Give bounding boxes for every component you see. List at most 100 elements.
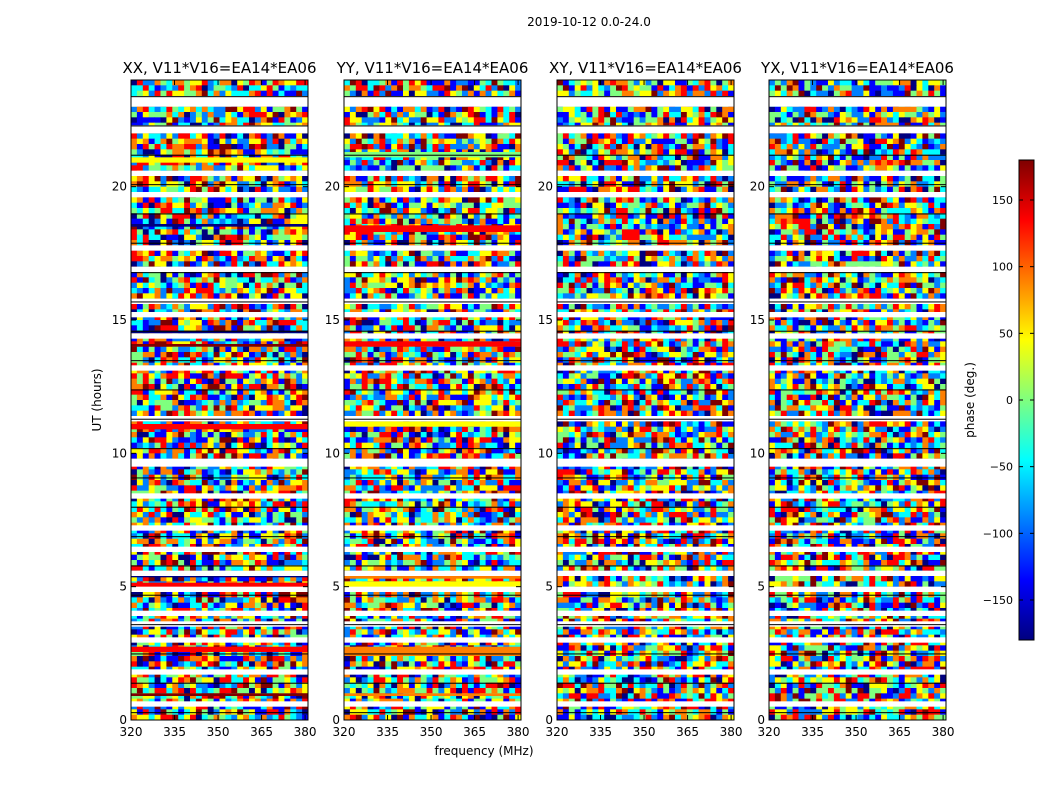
y-tick-label: 10 [538,446,553,460]
flagged-interval [557,192,734,198]
scan-gap-line [131,301,308,303]
flagged-interval [557,365,734,371]
y-tick-label: 15 [538,313,553,327]
scan-gap-line [769,213,946,215]
flagged-interval [344,586,521,592]
y-tick-label: 10 [325,446,340,460]
colorbar-tick-label: 150 [992,194,1013,207]
scan-gap-line [344,213,521,215]
flagged-interval [131,333,308,339]
y-tick-label: 20 [112,180,127,194]
flagged-interval [344,192,521,198]
flagged-interval [557,701,734,707]
y-tick-label: 10 [112,446,127,460]
scan-gap-line [769,360,946,362]
flagged-interval [131,266,308,272]
heatmap-panels: XX, V11*V16=EA14*EA06 320 335 350 365 380 0 5 10… [112,59,955,739]
y-tick-label: 15 [325,313,340,327]
panel-title: XX, V11*V16=EA14*EA06 [122,59,316,77]
panel-title: YX, V11*V16=EA14*EA06 [760,59,954,77]
flagged-interval [769,192,946,198]
scan-gap-line [557,389,734,391]
flagged-interval [131,192,308,198]
flagged-interval [344,96,521,107]
figure-suptitle: 2019-10-12 0.0-24.0 [527,15,651,29]
scan-gap-line [344,448,521,450]
flagged-interval [557,245,734,251]
scan-gap-line [344,418,521,420]
scan-gap-line [557,154,734,156]
scan-gap-line [131,477,308,479]
phase-band [131,224,308,227]
phase-band [131,582,308,588]
x-axis-label: frequency (MHz) [434,744,533,758]
colorbar-tick-label: 100 [992,261,1013,274]
flagged-interval [769,586,946,592]
flagged-interval [557,546,734,552]
scan-gap-line [769,418,946,420]
flagged-interval [131,298,308,304]
y-tick-label: 20 [750,180,765,194]
scan-gap-line [557,272,734,274]
colorbar-tick-label: −50 [990,461,1013,474]
phase-band [344,225,521,232]
flagged-interval [769,637,946,643]
scan-gap-line [344,301,521,303]
scan-gap-line [344,712,521,714]
flagged-interval [557,525,734,531]
panel-title: YY, V11*V16=EA14*EA06 [336,59,529,77]
scan-gap-line [557,565,734,567]
scan-gap-line [344,242,521,244]
scan-gap-line [131,506,308,508]
scan-gap-line [557,682,734,684]
scan-gap-line [344,184,521,186]
scan-gap-line [557,184,734,186]
panel-frame [768,79,947,721]
x-tick-label: 380 [294,725,317,739]
scan-gap-line [769,242,946,244]
y-tick-label: 5 [757,580,765,594]
scan-gap-line [131,448,308,450]
y-tick-label: 5 [119,580,127,594]
x-tick-label: 380 [932,725,955,739]
scan-gap-line [769,96,946,98]
x-tick-label: 350 [207,725,230,739]
colorbar: 150 100 50 0 −50 −100 −150 [983,159,1035,641]
y-tick-label: 5 [332,580,340,594]
flagged-interval [344,170,521,176]
panel-frame [130,79,309,721]
heatmap-panel: YX, V11*V16=EA14*EA06 320 335 350 365 380 0 5 10… [750,59,955,739]
scan-gap-line [557,594,734,596]
scan-gap-line [557,624,734,626]
scan-gap-line [344,272,521,274]
flagged-interval [344,458,521,467]
phase-band [344,581,521,588]
phase-band [344,421,521,427]
panel-frame [343,79,522,721]
x-tick-label: 350 [633,725,656,739]
flagged-interval [769,96,946,107]
scan-gap-line [131,624,308,626]
x-tick-label: 320 [758,725,781,739]
x-tick-label: 335 [801,725,824,739]
scan-gap-line [344,330,521,332]
scan-gap-line [344,477,521,479]
flagged-interval [769,365,946,371]
x-tick-label: 365 [888,725,911,739]
phase-band [131,424,308,430]
colorbar-tick-label: 50 [999,327,1013,340]
flagged-interval [769,570,946,576]
scan-gap-line [131,536,308,538]
y-tick-label: 20 [538,180,553,194]
y-axis-label: UT (hours) [90,368,104,431]
flagged-interval [344,701,521,707]
scan-gap-line [131,682,308,684]
flagged-interval [557,312,734,318]
flagged-interval [769,610,946,616]
flagged-interval [344,493,521,499]
phase-band [344,646,521,656]
x-tick-label: 365 [463,725,486,739]
colorbar-tick-label: −150 [983,594,1013,607]
flagged-interval [131,170,308,176]
